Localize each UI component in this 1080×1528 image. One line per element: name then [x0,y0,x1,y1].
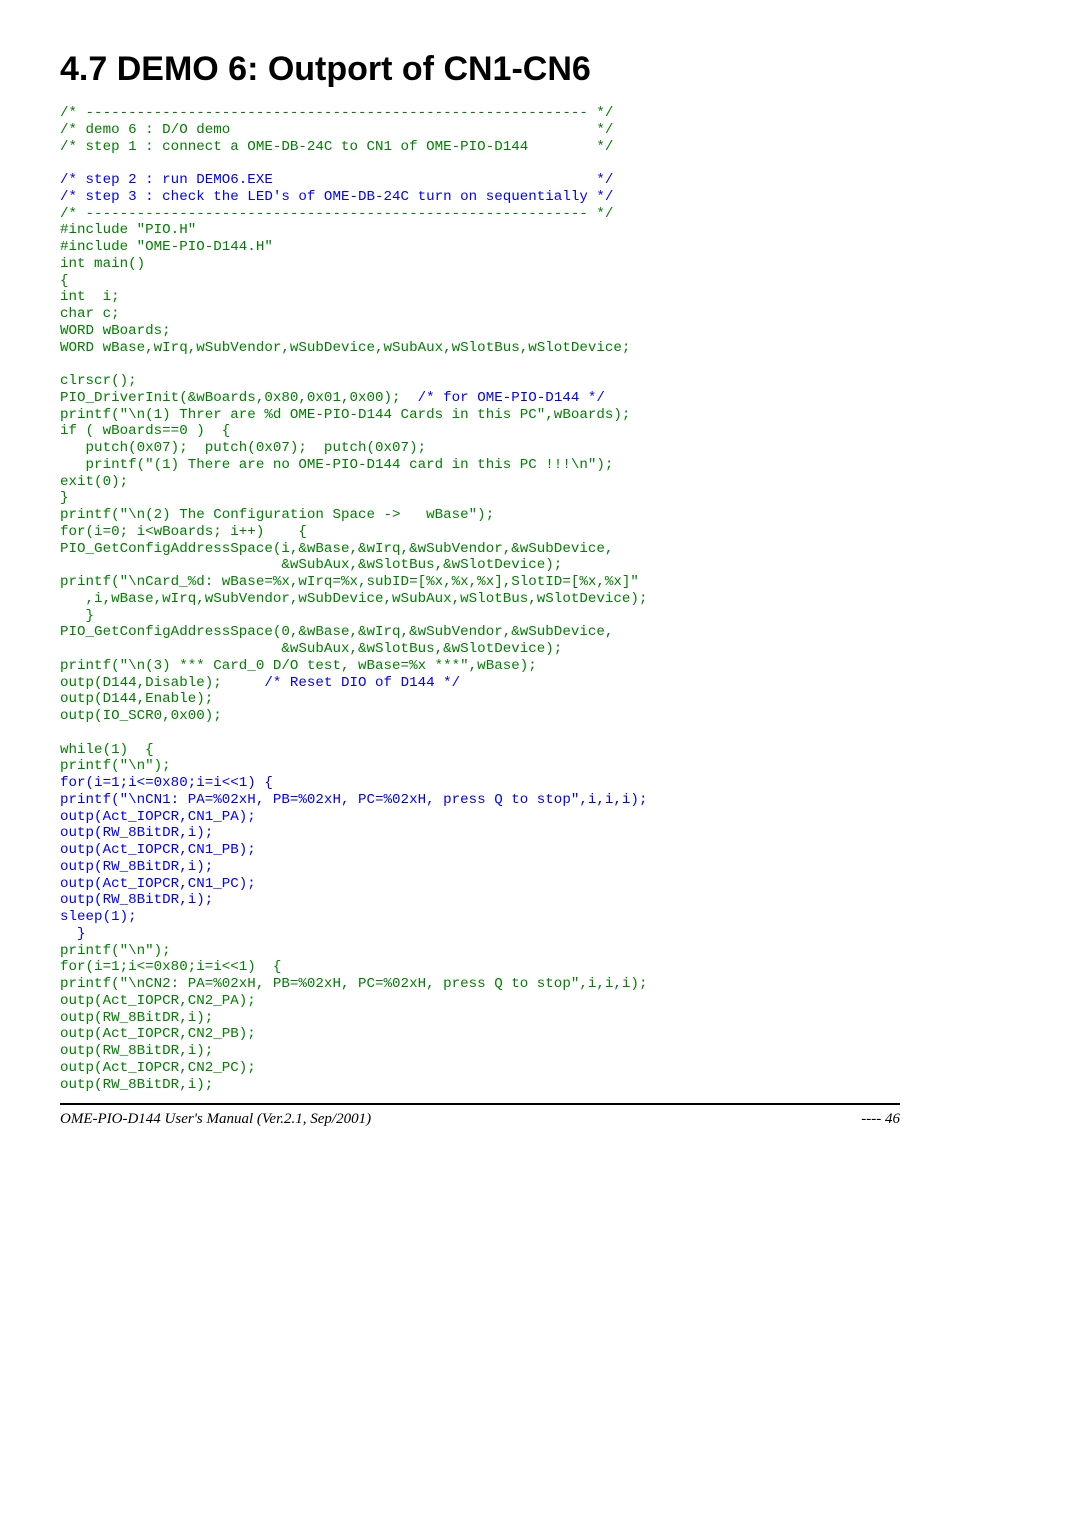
code-line: PIO_GetConfigAddressSpace(i,&wBase,&wIrq… [60,541,613,557]
code-line: #include "OME-PIO-D144.H" [60,239,273,255]
code-line: ,i,wBase,wIrq,wSubVendor,wSubDevice,wSub… [60,591,647,607]
code-line: PIO_GetConfigAddressSpace(0,&wBase,&wIrq… [60,624,613,640]
code-line: int i; [60,289,120,305]
code-line: char c; [60,306,120,322]
code-line: outp(D144,Enable); [60,691,213,707]
code-line: for(i=0; i<wBoards; i++) { [60,524,307,540]
code-line: while(1) { [60,742,154,758]
code-line: exit(0); [60,474,128,490]
footer-title: OME-PIO-D144 User's Manual (Ver.2.1, Sep… [60,1111,371,1128]
comment-line: /* demo 6 : D/O demo */ [60,122,613,138]
code-line: WORD wBoards; [60,323,171,339]
section-heading: 4.7 DEMO 6: Outport of CN1-CN6 [60,50,900,89]
code-line: outp(Act_IOPCR,CN2_PC); [60,1060,256,1076]
comment-line: /* -------------------------------------… [60,105,613,121]
code-line: outp(RW_8BitDR,i); [60,892,213,908]
code-line: outp(Act_IOPCR,CN2_PB); [60,1026,256,1042]
page-footer: OME-PIO-D144 User's Manual (Ver.2.1, Sep… [60,1111,900,1128]
code-block: /* -------------------------------------… [60,105,900,1093]
code-line: printf("\n(1) Threr are %d OME-PIO-D144 … [60,407,630,423]
code-line: &wSubAux,&wSlotBus,&wSlotDevice); [60,557,562,573]
code-line: outp(Act_IOPCR,CN2_PA); [60,993,256,1009]
code-line: } [60,490,69,506]
code-line: &wSubAux,&wSlotBus,&wSlotDevice); [60,641,562,657]
code-line: printf("(1) There are no OME-PIO-D144 ca… [60,457,613,473]
code-line: } [60,608,94,624]
comment-inline: /* Reset DIO of D144 */ [264,675,460,691]
code-line: outp(Act_IOPCR,CN1_PA); [60,809,256,825]
code-line: { [60,273,69,289]
code-line: #include "PIO.H" [60,222,196,238]
code-line: outp(Act_IOPCR,CN1_PB); [60,842,256,858]
code-line: outp(RW_8BitDR,i); [60,1077,213,1093]
code-line: printf("\n"); [60,943,171,959]
code-line: clrscr(); [60,373,137,389]
code-line: outp(RW_8BitDR,i); [60,825,213,841]
code-line: if ( wBoards==0 ) { [60,423,230,439]
code-line: outp(RW_8BitDR,i); [60,1043,213,1059]
comment-line: /* step 3 : check the LED's of OME-DB-24… [60,189,613,205]
code-line: printf("\n(2) The Configuration Space ->… [60,507,494,523]
footer-page-number: ---- 46 [861,1111,900,1128]
code-line: outp(RW_8BitDR,i); [60,859,213,875]
comment-line: /* step 1 : connect a OME-DB-24C to CN1 … [60,139,613,155]
footer-separator [60,1103,900,1105]
code-line: printf("\n"); [60,758,171,774]
code-line: } [60,926,86,942]
code-line: int main() [60,256,145,272]
code-line: for(i=1;i<=0x80;i=i<<1) { [60,959,281,975]
comment-line: /* step 2 : run DEMO6.EXE */ [60,172,613,188]
code-line: for(i=1;i<=0x80;i=i<<1) { [60,775,273,791]
comment-line: /* -------------------------------------… [60,206,613,222]
code-line: outp(RW_8BitDR,i); [60,1010,213,1026]
code-line: outp(Act_IOPCR,CN1_PC); [60,876,256,892]
code-line: printf("\nCN1: PA=%02xH, PB=%02xH, PC=%0… [60,792,647,808]
comment-inline: /* for OME-PIO-D144 */ [418,390,605,406]
code-line: printf("\nCard_%d: wBase=%x,wIrq=%x,subI… [60,574,639,590]
code-line: putch(0x07); putch(0x07); putch(0x07); [60,440,426,456]
code-line: outp(IO_SCR0,0x00); [60,708,222,724]
code-line: printf("\nCN2: PA=%02xH, PB=%02xH, PC=%0… [60,976,647,992]
code-line: sleep(1); [60,909,137,925]
code-line: WORD wBase,wIrq,wSubVendor,wSubDevice,wS… [60,340,630,356]
code-line: outp(D144,Disable); [60,675,264,691]
code-line: PIO_DriverInit(&wBoards,0x80,0x01,0x00); [60,390,418,406]
code-line: printf("\n(3) *** Card_0 D/O test, wBase… [60,658,537,674]
